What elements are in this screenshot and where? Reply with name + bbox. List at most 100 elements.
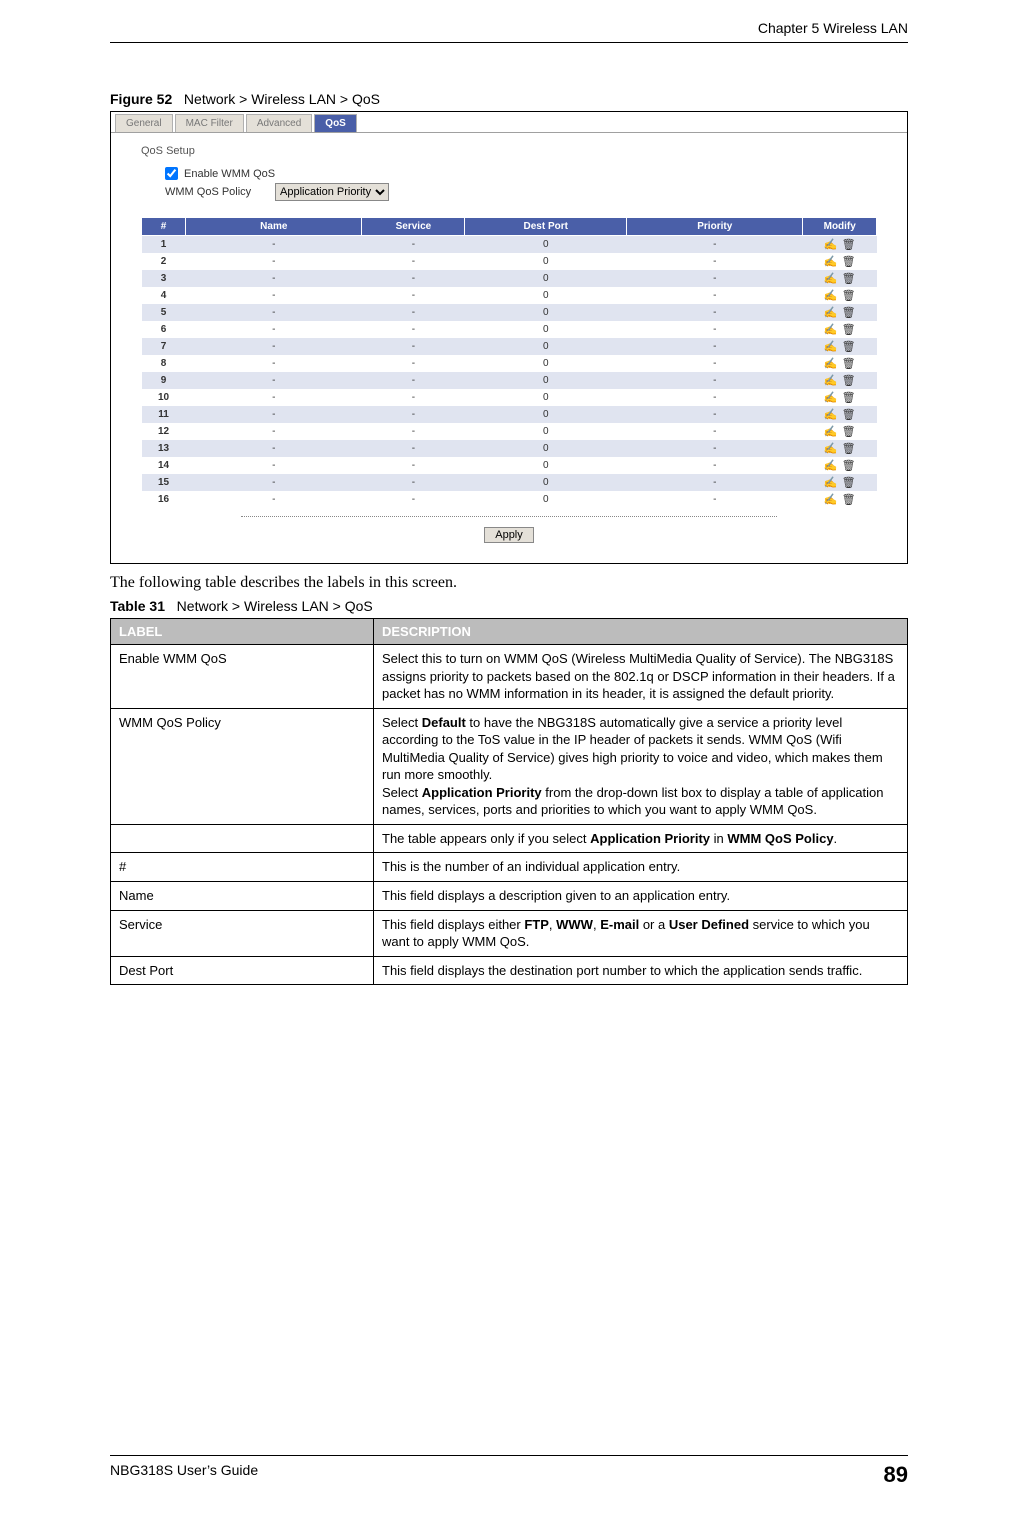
qos-cell: -: [186, 236, 362, 254]
desc-description: This field displays either FTP, WWW, E-m…: [374, 910, 908, 956]
delete-icon[interactable]: 🗑: [842, 460, 856, 472]
delete-icon[interactable]: 🗑: [842, 307, 856, 319]
qos-cell: 0: [465, 270, 627, 287]
qos-cell: -: [362, 457, 465, 474]
tab-mac-filter[interactable]: MAC Filter: [175, 114, 244, 132]
qos-cell: 2: [142, 253, 186, 270]
qos-cell: 9: [142, 372, 186, 389]
qos-cell: -: [186, 406, 362, 423]
delete-icon[interactable]: 🗑: [842, 426, 856, 438]
qos-cell: -: [362, 253, 465, 270]
edit-icon[interactable]: ✍: [824, 273, 838, 285]
qos-modify-cell: ✍🗑: [803, 253, 877, 270]
desc-row: The table appears only if you select App…: [111, 824, 908, 853]
qos-modify-cell: ✍🗑: [803, 338, 877, 355]
delete-icon[interactable]: 🗑: [842, 239, 856, 251]
delete-icon[interactable]: 🗑: [842, 273, 856, 285]
edit-icon[interactable]: ✍: [824, 256, 838, 268]
edit-icon[interactable]: ✍: [824, 460, 838, 472]
edit-icon[interactable]: ✍: [824, 239, 838, 251]
qos-cell: -: [186, 474, 362, 491]
qos-row: 11--0-✍🗑: [142, 406, 877, 423]
qos-row: 15--0-✍🗑: [142, 474, 877, 491]
qos-row: 2--0-✍🗑: [142, 253, 877, 270]
delete-icon[interactable]: 🗑: [842, 324, 856, 336]
qos-row: 9--0-✍🗑: [142, 372, 877, 389]
qos-cell: -: [627, 474, 803, 491]
desc-description: The table appears only if you select App…: [374, 824, 908, 853]
policy-select[interactable]: Application Priority: [275, 183, 389, 201]
desc-description: This field displays a description given …: [374, 882, 908, 911]
qos-cell: -: [186, 304, 362, 321]
qos-col-header: Service: [362, 218, 465, 236]
qos-cell: -: [627, 406, 803, 423]
tab-advanced[interactable]: Advanced: [246, 114, 312, 132]
body-text: The following table describes the labels…: [110, 574, 908, 592]
qos-cell: -: [362, 389, 465, 406]
qos-cell: 16: [142, 491, 186, 508]
edit-icon[interactable]: ✍: [824, 426, 838, 438]
delete-icon[interactable]: 🗑: [842, 256, 856, 268]
desc-row: Dest PortThis field displays the destina…: [111, 956, 908, 985]
edit-icon[interactable]: ✍: [824, 358, 838, 370]
delete-icon[interactable]: 🗑: [842, 375, 856, 387]
delete-icon[interactable]: 🗑: [842, 290, 856, 302]
qos-cell: 3: [142, 270, 186, 287]
enable-wmm-checkbox[interactable]: [165, 167, 178, 180]
qos-cell: 0: [465, 355, 627, 372]
qos-cell: -: [627, 457, 803, 474]
edit-icon[interactable]: ✍: [824, 392, 838, 404]
divider: [241, 516, 777, 517]
desc-description: This field displays the destination port…: [374, 956, 908, 985]
qos-cell: -: [627, 287, 803, 304]
edit-icon[interactable]: ✍: [824, 324, 838, 336]
qos-modify-cell: ✍🗑: [803, 474, 877, 491]
edit-icon[interactable]: ✍: [824, 307, 838, 319]
table-number: Table 31: [110, 598, 165, 614]
edit-icon[interactable]: ✍: [824, 494, 838, 506]
qos-cell: -: [627, 372, 803, 389]
table-caption: Table 31 Network > Wireless LAN > QoS: [110, 598, 908, 614]
qos-cell: -: [627, 355, 803, 372]
qos-cell: -: [362, 338, 465, 355]
qos-modify-cell: ✍🗑: [803, 236, 877, 254]
qos-col-header: Name: [186, 218, 362, 236]
delete-icon[interactable]: 🗑: [842, 341, 856, 353]
delete-icon[interactable]: 🗑: [842, 358, 856, 370]
edit-icon[interactable]: ✍: [824, 290, 838, 302]
delete-icon[interactable]: 🗑: [842, 443, 856, 455]
delete-icon[interactable]: 🗑: [842, 477, 856, 489]
tab-general[interactable]: General: [115, 114, 173, 132]
qos-cell: -: [362, 304, 465, 321]
qos-modify-cell: ✍🗑: [803, 423, 877, 440]
qos-cell: 0: [465, 474, 627, 491]
qos-cell: 0: [465, 372, 627, 389]
qos-cell: 10: [142, 389, 186, 406]
qos-col-header: Priority: [627, 218, 803, 236]
qos-cell: 6: [142, 321, 186, 338]
qos-modify-cell: ✍🗑: [803, 355, 877, 372]
tab-qos[interactable]: QoS: [314, 114, 357, 132]
qos-cell: -: [627, 321, 803, 338]
qos-cell: 12: [142, 423, 186, 440]
qos-cell: -: [627, 304, 803, 321]
edit-icon[interactable]: ✍: [824, 443, 838, 455]
qos-cell: 0: [465, 236, 627, 254]
qos-cell: 0: [465, 287, 627, 304]
qos-modify-cell: ✍🗑: [803, 491, 877, 508]
delete-icon[interactable]: 🗑: [842, 409, 856, 421]
edit-icon[interactable]: ✍: [824, 477, 838, 489]
edit-icon[interactable]: ✍: [824, 375, 838, 387]
qos-cell: -: [627, 423, 803, 440]
delete-icon[interactable]: 🗑: [842, 392, 856, 404]
qos-cell: 1: [142, 236, 186, 254]
edit-icon[interactable]: ✍: [824, 409, 838, 421]
apply-button[interactable]: Apply: [484, 527, 534, 543]
qos-row: 13--0-✍🗑: [142, 440, 877, 457]
qos-cell: 0: [465, 406, 627, 423]
qos-row: 1--0-✍🗑: [142, 236, 877, 254]
qos-cell: 13: [142, 440, 186, 457]
delete-icon[interactable]: 🗑: [842, 494, 856, 506]
desc-label: [111, 824, 374, 853]
edit-icon[interactable]: ✍: [824, 341, 838, 353]
